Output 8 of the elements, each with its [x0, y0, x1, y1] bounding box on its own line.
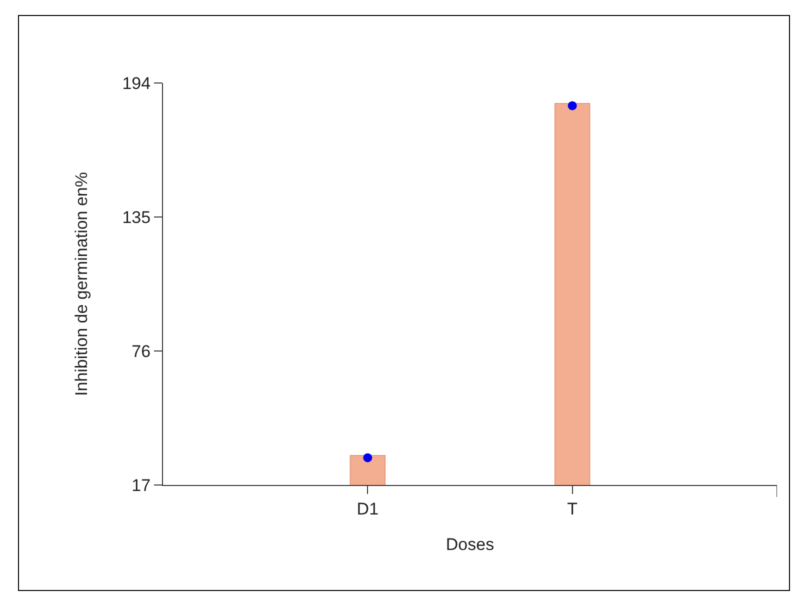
y-axis-title: Inhibition de germination en% [72, 172, 91, 396]
y-tick-label: 17 [132, 476, 151, 495]
x-tick-label: D1 [356, 499, 379, 518]
x-axis-title: Doses [446, 534, 494, 554]
y-tick-label: 135 [122, 208, 151, 227]
y-tick-label: 194 [122, 74, 151, 93]
y-tick-label: 76 [132, 342, 151, 361]
x-tick-label: T [567, 499, 578, 518]
